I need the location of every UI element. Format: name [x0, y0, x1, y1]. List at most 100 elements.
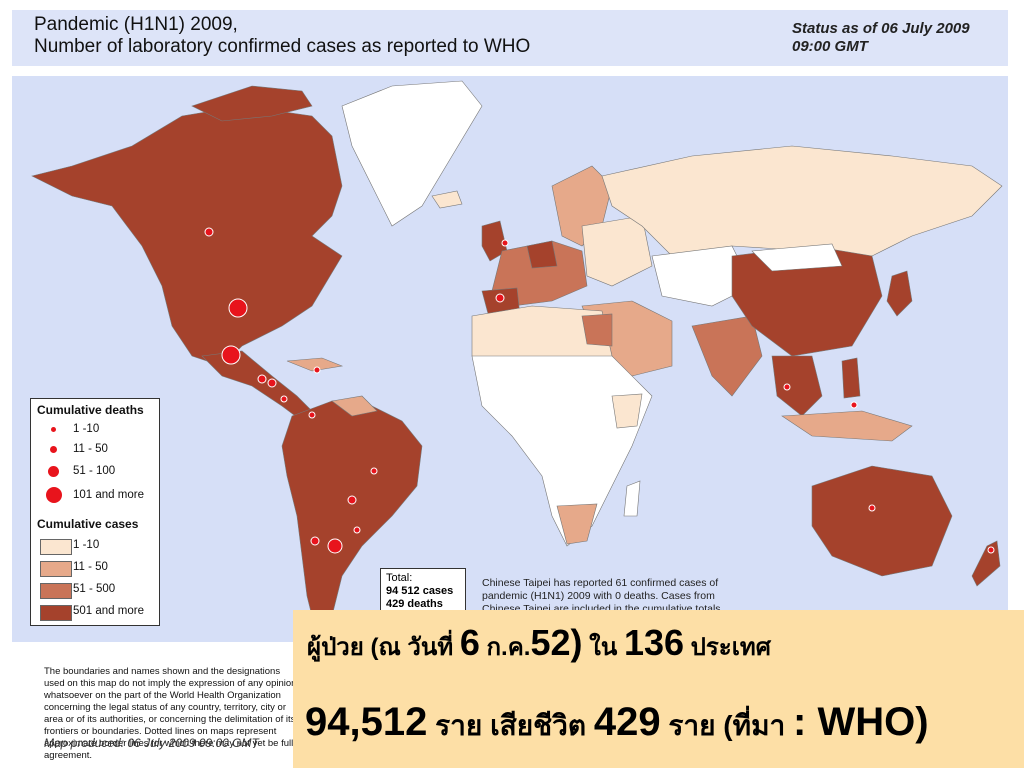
south-africa-region: [556, 503, 598, 545]
death-dot-small: [353, 526, 361, 534]
death-dot-large-icon: [48, 466, 59, 477]
madagascar-region: [623, 480, 641, 517]
east-europe-region: [581, 215, 653, 287]
legend-deaths-title: Cumulative deaths: [37, 403, 144, 417]
mongolia-region: [751, 243, 843, 272]
indonesia-region: [781, 410, 913, 442]
death-dot-small: [280, 395, 288, 403]
death-dot-small: [313, 366, 321, 374]
thai-number: : WHO): [793, 700, 929, 744]
legend-cases-row: 1 -10: [37, 537, 155, 555]
cases-swatch-icon: [40, 583, 72, 599]
total-box: Total: 94 512 cases 429 deaths: [380, 568, 466, 612]
legend-deaths-row: 101 and more: [37, 487, 155, 505]
north-america-region: [31, 105, 343, 367]
death-dot-medium: [310, 536, 320, 546]
thai-number: 94,512: [305, 700, 428, 744]
death-dot-small: [495, 293, 505, 303]
legend-label: 51 - 100: [73, 465, 116, 477]
thai-text: ใน: [582, 634, 624, 661]
legend-label: 51 - 500: [73, 583, 116, 595]
thai-line-1: ผู้ป่วย (ณ วันที่ 6 ก.ค.52) ใน 136 ประเท…: [307, 622, 771, 666]
iceland-region: [431, 190, 463, 209]
death-dot-small: [308, 411, 316, 419]
thai-text: ประเทศ: [684, 634, 771, 661]
status-line-1: Status as of 06 July 2009: [792, 20, 970, 37]
death-dot-small: [267, 378, 277, 388]
death-dot-small: [204, 227, 214, 237]
death-dot-xlarge-icon: [46, 487, 62, 503]
total-label: Total:: [386, 572, 413, 584]
legend-cases-title: Cumulative cases: [37, 517, 139, 531]
east-africa-region: [611, 393, 643, 429]
map-header: Pandemic (H1N1) 2009, Number of laborato…: [12, 10, 1008, 66]
cases-swatch-icon: [40, 539, 72, 555]
status-date: Status as of 06 July 2009 09:00 GMT: [792, 20, 970, 56]
thai-number: 52): [530, 622, 583, 663]
death-dot-small: [987, 546, 995, 554]
death-dot-small: [347, 495, 357, 505]
death-dot-medium-icon: [50, 446, 57, 453]
germany-region: [526, 240, 558, 269]
legend-cases-row: 501 and more: [37, 603, 155, 621]
world-map: [12, 76, 1008, 642]
legend-deaths-row: 11 - 50: [37, 441, 155, 459]
thai-number: 429: [593, 700, 661, 744]
world-map-svg: [31, 80, 1003, 637]
death-dot-small-icon: [51, 427, 56, 432]
total-cases: 94 512 cases: [386, 585, 454, 597]
legend-label: 1 -10: [73, 423, 100, 435]
new-zealand-region: [971, 540, 1001, 587]
legend-label: 11 - 50: [73, 443, 108, 455]
legend-deaths-row: 51 - 100: [37, 463, 155, 481]
disclaimer-text: The boundaries and names shown and the d…: [44, 666, 297, 761]
thai-number: 6: [459, 622, 480, 663]
title-line-2: Number of laboratory confirmed cases as …: [34, 36, 531, 57]
taipei-note: Chinese Taipei has reported 61 confirmed…: [482, 577, 724, 615]
legend-label: 1 -10: [73, 539, 100, 551]
map-produced-date: Map produced: 06 July 2009 09:00 GMT: [44, 736, 259, 750]
death-dot-small: [868, 504, 876, 512]
death-dot-large: [327, 538, 343, 554]
death-dot-small: [257, 374, 267, 384]
thai-text: ก.ค.: [479, 634, 531, 661]
uk-region: [481, 220, 508, 262]
thai-text: ผู้ป่วย (ณ วันที่: [307, 634, 460, 661]
philippines-region: [841, 357, 861, 399]
legend-cases-row: 11 - 50: [37, 559, 155, 577]
map-title: Pandemic (H1N1) 2009, Number of laborato…: [34, 14, 530, 58]
australia-region: [811, 465, 953, 577]
thai-line-2: 94,512 ราย เสียชีวิต 429 ราย (ที่มา : WH…: [305, 700, 929, 748]
legend-cases-row: 51 - 500: [37, 581, 155, 599]
map-legend: Cumulative deaths 1 -10 11 - 50 51 - 100…: [30, 398, 160, 626]
caribbean-region: [286, 357, 344, 372]
death-dot-large: [228, 298, 248, 318]
title-line-1: Pandemic (H1N1) 2009,: [34, 14, 238, 35]
se-asia-region: [771, 355, 823, 417]
status-line-2: 09:00 GMT: [792, 38, 868, 55]
arctic-islands-region: [191, 85, 313, 122]
death-dot-small: [501, 239, 509, 247]
thai-text: ราย (ที่มา: [660, 710, 794, 741]
egypt-region: [581, 313, 613, 347]
death-dot-small: [850, 401, 858, 409]
legend-deaths-row: 1 -10: [37, 421, 155, 439]
cases-swatch-icon: [40, 605, 72, 621]
legend-label: 101 and more: [73, 489, 144, 501]
russia-region: [601, 145, 1003, 257]
japan-region: [886, 270, 913, 317]
thai-text: ราย เสียชีวิต: [427, 710, 594, 741]
total-deaths: 429 deaths: [386, 598, 443, 610]
guianas-region: [331, 395, 378, 417]
death-dot-small: [370, 467, 378, 475]
thai-number: 136: [623, 622, 685, 663]
death-dot-large: [221, 345, 241, 365]
thai-summary-panel: ผู้ป่วย (ณ วันที่ 6 ก.ค.52) ใน 136 ประเท…: [293, 610, 1024, 768]
legend-label: 11 - 50: [73, 561, 108, 573]
cases-swatch-icon: [40, 561, 72, 577]
death-dot-small: [783, 383, 791, 391]
india-region: [691, 315, 763, 397]
south-america-region: [281, 400, 423, 637]
greenland-region: [341, 80, 483, 227]
legend-label: 501 and more: [73, 605, 144, 617]
